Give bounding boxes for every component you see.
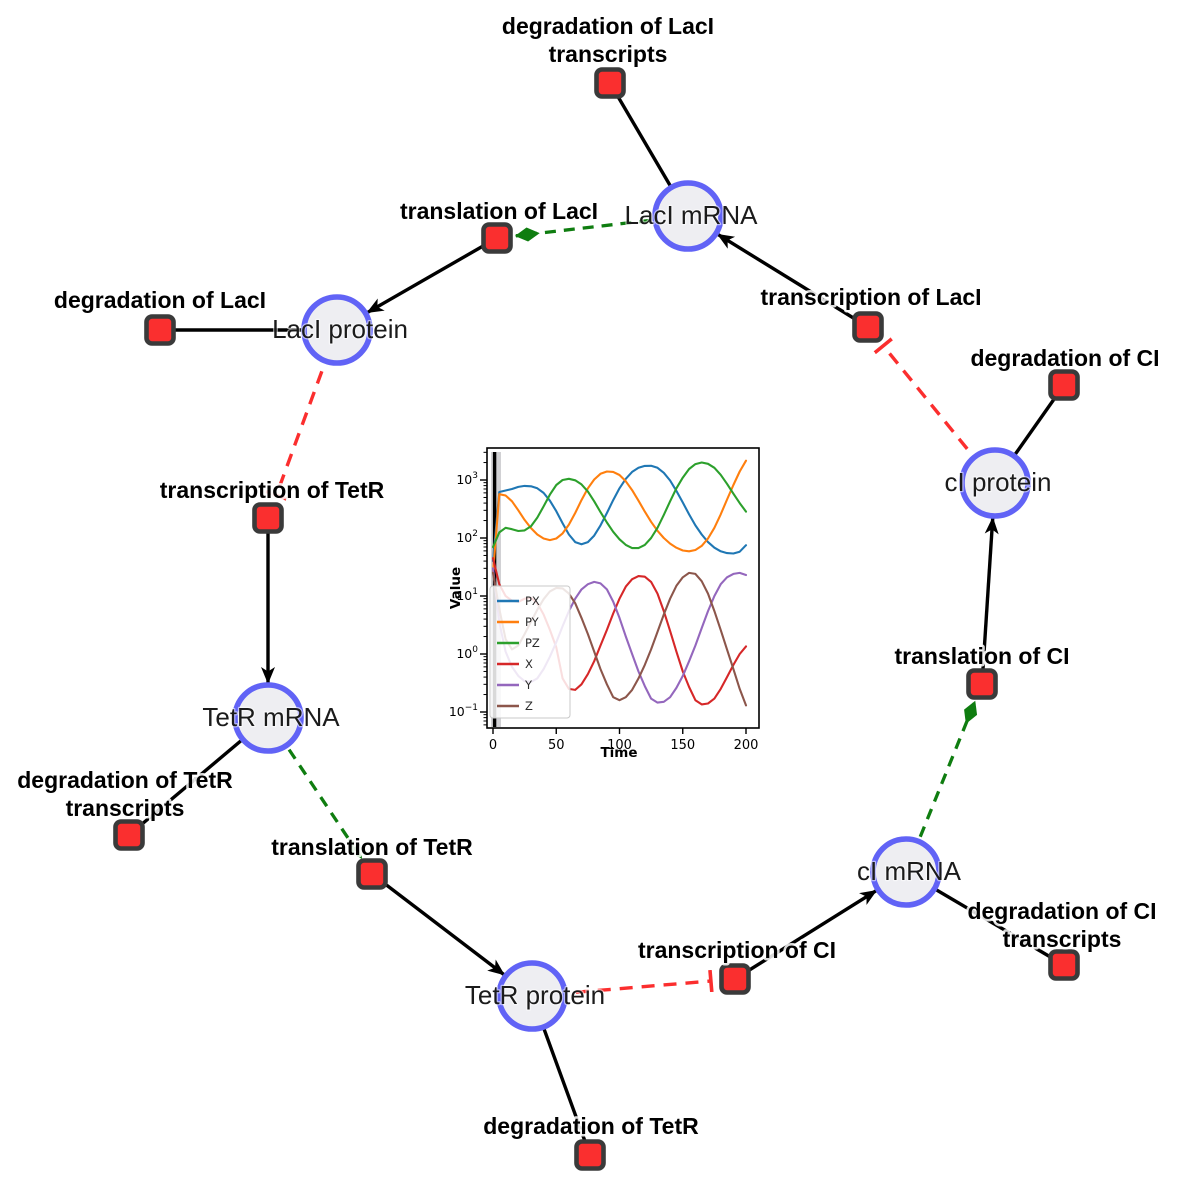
legend-label-Z: Z [525, 699, 533, 713]
reaction-node-transcription-laci [852, 311, 884, 343]
reaction-label-translation-tetr: translation of TetR [271, 834, 473, 860]
reaction-node-deg-laci [144, 314, 176, 346]
y-tick-label: 102 [456, 529, 478, 545]
reaction-label-deg-laci-transcripts: degradation of LacI [502, 13, 714, 39]
reaction-label-deg-laci-transcripts: transcripts [549, 41, 668, 67]
reaction-label-deg-ci-transcripts: transcripts [1003, 926, 1122, 952]
y-tick-label: 101 [456, 587, 478, 603]
reaction-label-deg-tetr-transcripts: degradation of TetR [17, 767, 233, 793]
reaction-label-transcription-laci: transcription of LacI [760, 284, 981, 310]
species-label-ci-protein: cI protein [945, 467, 1052, 497]
reaction-node-deg-ci-transcripts [1048, 949, 1080, 981]
species-label-laci-mrna: LacI mRNA [625, 200, 759, 230]
reaction-node-translation-laci [481, 222, 513, 254]
reaction-label-deg-tetr-transcripts: transcripts [66, 795, 185, 821]
legend-label-PX: PX [525, 594, 540, 608]
legend-label-Y: Y [524, 678, 533, 692]
y-tick-label: 100 [456, 645, 478, 661]
x-tick-label: 0 [489, 738, 497, 753]
species-label-laci-protein: LacI protein [272, 314, 408, 344]
reaction-node-deg-laci-transcripts [594, 67, 626, 99]
nodes-layer [113, 67, 1080, 1171]
species-node-ci-mrna [870, 836, 942, 908]
reaction-node-transcription-ci [719, 963, 751, 995]
reaction-node-translation-ci [966, 668, 998, 700]
edge-modifier-ci-mrna-to-translation-ci [904, 700, 978, 873]
y-tick-label: 10−1 [449, 703, 478, 719]
x-tick-label: 200 [734, 738, 759, 753]
edge-arrow-translation-laci-to-laci-protein [365, 236, 498, 315]
series-PY [491, 459, 748, 574]
species-node-tetr-protein [496, 960, 568, 1032]
species-node-tetr-mrna [232, 682, 304, 754]
y-tick-label: 103 [456, 471, 478, 487]
edges-layer [127, 82, 1066, 1156]
species-label-ci-mrna: cI mRNA [857, 856, 962, 886]
reaction-label-transcription-ci: transcription of CI [638, 937, 836, 963]
species-label-tetr-mrna: TetR mRNA [202, 702, 340, 732]
chart-axes-box [486, 447, 760, 729]
x-axis-title: Time [600, 745, 637, 761]
labels-layer: degradation of LacItranscriptstranslatio… [15, 11, 1162, 1142]
edge-arrow-translation-ci-to-ci-protein [980, 516, 999, 685]
x-tick-label: 50 [548, 738, 565, 753]
x-tick-label: 100 [607, 738, 632, 753]
reaction-label-deg-ci: degradation of CI [970, 345, 1159, 371]
reaction-label-deg-tetr: degradation of TetR [483, 1113, 699, 1139]
edge-arrow-transcription-laci-to-laci-mrna [716, 232, 869, 329]
series-PZ [491, 461, 748, 550]
edge-arrow-translation-tetr-to-tetr-protein [370, 872, 506, 977]
reaction-node-deg-tetr-transcripts [113, 819, 145, 851]
reaction-node-transcription-tetr [252, 502, 284, 534]
reaction-label-translation-laci: translation of LacI [400, 198, 598, 224]
species-node-laci-protein [301, 294, 373, 366]
reaction-label-deg-laci: degradation of LacI [54, 287, 266, 313]
species-node-ci-protein [959, 447, 1031, 519]
species-label-tetr-protein: TetR protein [465, 980, 605, 1010]
y-axis-title: Value [448, 567, 464, 609]
series-PX [491, 464, 748, 563]
reaction-node-deg-ci [1048, 369, 1080, 401]
species-node-laci-mrna [652, 180, 724, 252]
reaction-label-translation-ci: translation of CI [894, 643, 1069, 669]
legend-label-PZ: PZ [525, 636, 540, 650]
reaction-node-translation-tetr [356, 858, 388, 890]
reaction-node-deg-tetr [574, 1139, 606, 1171]
x-tick-label: 150 [670, 738, 695, 753]
reaction-label-transcription-tetr: transcription of TetR [160, 477, 385, 503]
reaction-label-deg-ci-transcripts: degradation of CI [967, 898, 1156, 924]
legend-label-X: X [525, 657, 533, 671]
edge-arrow-transcription-ci-to-ci-mrna [734, 888, 879, 981]
legend-label-PY: PY [525, 615, 540, 629]
chart-legend: PX PY PZ XYZ [489, 585, 571, 719]
